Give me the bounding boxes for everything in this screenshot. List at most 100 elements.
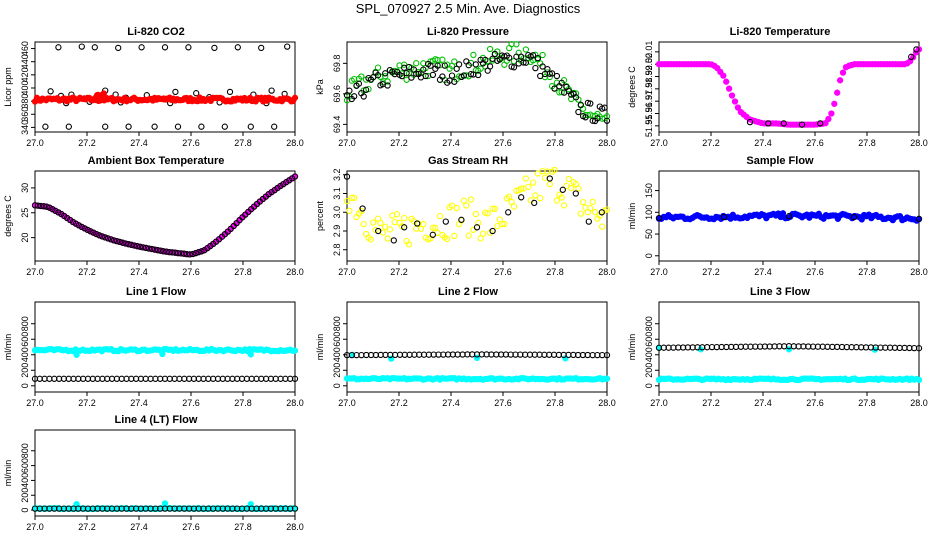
- data-point: [915, 376, 923, 384]
- data-point: [386, 226, 394, 233]
- data-point: [455, 61, 463, 68]
- data-point: [93, 230, 100, 238]
- data-point: [453, 204, 460, 212]
- data-point: [234, 44, 241, 51]
- series-samples: [655, 213, 923, 222]
- data-point: [518, 194, 525, 201]
- y-tick-label: 460: [20, 41, 30, 56]
- x-tick-label: 27.8: [546, 267, 564, 277]
- x-tick-label: 27.2: [702, 267, 720, 277]
- data-point: [362, 86, 370, 93]
- series-samples: [31, 173, 299, 258]
- x-tick-label: 27.2: [390, 138, 408, 148]
- data-point: [96, 232, 103, 239]
- data-point: [390, 237, 397, 244]
- data-point: [734, 104, 742, 111]
- data-point: [429, 224, 437, 231]
- series-samples: [343, 50, 611, 125]
- x-tick-label: 27.2: [702, 138, 720, 148]
- data-point: [517, 53, 525, 60]
- series-samples: [655, 343, 923, 352]
- data-point: [836, 77, 844, 84]
- data-point: [198, 123, 205, 130]
- data-point: [148, 245, 156, 253]
- data-point: [603, 375, 611, 382]
- data-point: [247, 123, 254, 130]
- data-point: [553, 197, 561, 204]
- y-tick-label: 50: [644, 229, 654, 239]
- data-point: [563, 182, 570, 190]
- y-tick-label: 400: [332, 347, 342, 362]
- y-tick-label: 52.00: [644, 53, 654, 76]
- data-point: [558, 194, 565, 201]
- x-tick-label: 27.0: [650, 267, 668, 277]
- plot-frame: [34, 170, 296, 262]
- y-tick-label: 340: [20, 120, 30, 135]
- data-point: [539, 63, 546, 70]
- y-tick-label: 0: [332, 383, 342, 388]
- data-point: [577, 101, 584, 108]
- data-point: [472, 210, 479, 218]
- data-point: [465, 232, 472, 239]
- chart-sample-flow: 27.0 27.2 27.4 27.6 27.8 28.0 0 50 100 150 ml/min: [627, 170, 928, 277]
- panel-line-2-flow: Line 2 Flow 27.0 27.2 27.4 27.6 27.8 28.0 0 200…: [312, 286, 624, 416]
- y-tick-label: 200: [644, 363, 654, 378]
- data-point: [915, 215, 923, 222]
- data-point: [139, 244, 147, 251]
- y-axis-label: ml/min: [627, 334, 637, 361]
- data-point: [360, 220, 367, 228]
- x-tick-label: 27.0: [338, 398, 356, 408]
- x-tick-label: 28.0: [910, 138, 928, 148]
- data-point: [779, 210, 787, 217]
- data-point: [166, 248, 173, 256]
- x-tick-label: 28.0: [286, 522, 304, 532]
- panel-li820-temperature: Li-820 Temperature 27.0 27.2 27.4 27.6 27.8 2…: [624, 26, 936, 156]
- data-point: [529, 179, 537, 186]
- data-point: [151, 123, 158, 130]
- y-tick-label: 69.6: [332, 85, 342, 103]
- data-point: [531, 199, 538, 207]
- data-point: [451, 58, 458, 65]
- series-rh: [343, 166, 611, 248]
- data-point: [429, 71, 437, 79]
- series-ppm: [31, 90, 299, 105]
- data-point: [101, 234, 109, 241]
- series-temperature: [31, 173, 299, 258]
- data-point: [510, 203, 518, 210]
- panel-sample-flow: Sample Flow 27.0 27.2 27.4 27.6 27.8 28.0 0 50 1…: [624, 155, 936, 285]
- data-point: [522, 46, 530, 53]
- outlier-point: [73, 351, 80, 358]
- data-point: [107, 236, 115, 243]
- data-point: [401, 61, 408, 68]
- data-point: [398, 72, 406, 80]
- data-point: [850, 213, 858, 221]
- data-point: [189, 250, 196, 258]
- data-point: [174, 123, 182, 130]
- data-point: [348, 194, 355, 201]
- y-tick-label: 51.98: [644, 78, 654, 101]
- y-tick-label: 400: [20, 347, 30, 362]
- x-tick-label: 27.2: [78, 138, 96, 148]
- data-point: [122, 240, 129, 247]
- data-point: [520, 59, 527, 66]
- data-point: [157, 247, 164, 254]
- data-point: [34, 202, 42, 209]
- data-point: [414, 220, 421, 227]
- y-tick-label: 360: [20, 107, 30, 122]
- series-samples: [746, 46, 920, 128]
- data-point: [603, 351, 611, 359]
- y-tick-label: 3.2: [332, 168, 342, 181]
- y-tick-label: 25: [20, 208, 30, 218]
- panel-title: Line 3 Flow: [750, 286, 810, 298]
- x-tick-label: 27.4: [130, 398, 148, 408]
- data-point: [510, 64, 518, 71]
- y-tick-label: 600: [20, 458, 30, 473]
- y-axis-label: degrees C: [3, 195, 13, 237]
- x-tick-label: 27.0: [26, 267, 44, 277]
- data-point: [37, 202, 44, 210]
- data-point: [161, 44, 169, 51]
- panel-ambient-box-temperature: Ambient Box Temperature 27.0 27.2 27.4 27.6…: [0, 155, 312, 285]
- y-tick-label: 200: [20, 488, 30, 503]
- data-point: [151, 246, 158, 253]
